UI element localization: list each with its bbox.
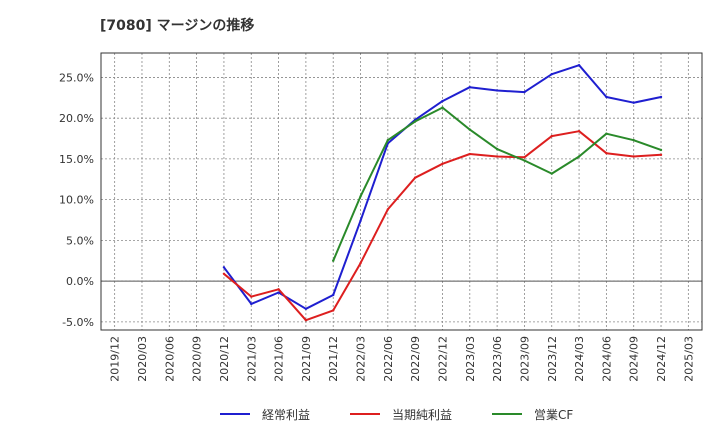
x-tick-label: 2020/06 xyxy=(163,336,176,382)
chart-title: [7080] マージンの推移 xyxy=(100,18,255,34)
x-tick-label: 2024/03 xyxy=(573,336,586,382)
data-point xyxy=(386,138,390,142)
x-tick-label: 2024/12 xyxy=(655,336,668,382)
x-tick-label: 2025/03 xyxy=(682,336,695,382)
data-point xyxy=(605,152,608,155)
data-point xyxy=(605,95,608,99)
x-tick-label: 2022/03 xyxy=(355,336,368,382)
data-point xyxy=(659,95,663,99)
y-tick-label: 5.0% xyxy=(66,234,94,247)
x-tick-label: 2021/03 xyxy=(245,336,258,382)
y-tick-label: 0.0% xyxy=(66,275,94,288)
x-tick-label: 2020/03 xyxy=(136,336,149,382)
x-tick-label: 2023/09 xyxy=(518,336,531,382)
data-point xyxy=(659,148,663,152)
legend-label: 営業CF xyxy=(534,408,573,422)
x-tick-label: 2021/12 xyxy=(327,336,340,382)
data-point xyxy=(605,132,608,135)
data-point xyxy=(304,319,308,322)
x-tick-label: 2023/06 xyxy=(491,336,504,382)
data-point xyxy=(632,138,635,142)
data-point xyxy=(277,288,280,291)
legend-label: 当期純利益 xyxy=(392,408,452,422)
data-point xyxy=(222,266,226,269)
data-point xyxy=(577,64,581,67)
x-axis-ticks: 2019/12 2020/03 2020/06 2020/09 2020/12 2021/… xyxy=(109,336,696,382)
x-tick-label: 2021/09 xyxy=(300,336,313,382)
x-tick-label: 2024/06 xyxy=(600,336,613,382)
data-point xyxy=(468,152,471,156)
x-tick-label: 2022/06 xyxy=(382,336,395,382)
data-point xyxy=(495,155,499,158)
plot-frame xyxy=(100,52,703,331)
series-1 xyxy=(222,64,663,311)
data-point xyxy=(577,130,581,133)
x-tick-label: 2023/12 xyxy=(546,336,559,382)
data-point xyxy=(304,307,308,311)
data-point xyxy=(495,147,499,151)
data-point xyxy=(386,208,390,211)
y-axis-ticks: -5.0% 0.0% 5.0% 10.0% 15.0% 20.0% 25.0% xyxy=(59,71,94,328)
x-tick-label: 2020/12 xyxy=(218,336,231,382)
series-3 xyxy=(332,106,663,262)
data-point xyxy=(659,153,663,157)
data-point xyxy=(413,176,417,179)
x-tick-label: 2022/12 xyxy=(436,336,449,382)
data-point xyxy=(413,120,417,123)
y-tick-label: 25.0% xyxy=(59,71,94,84)
y-tick-label: 20.0% xyxy=(59,112,94,125)
y-tick-label: 10.0% xyxy=(59,194,94,207)
x-tick-label: 2022/09 xyxy=(409,336,422,382)
data-point xyxy=(332,259,335,262)
series-lines xyxy=(222,64,663,322)
legend-label: 経常利益 xyxy=(262,408,310,422)
data-point xyxy=(332,293,335,297)
data-point xyxy=(222,272,226,275)
x-tick-label: 2020/09 xyxy=(191,336,204,382)
y-tick-label: -5.0% xyxy=(62,316,94,329)
data-point xyxy=(550,134,553,138)
data-point xyxy=(632,155,635,158)
x-tick-label: 2024/09 xyxy=(628,336,641,382)
series-2 xyxy=(222,130,663,322)
data-point xyxy=(632,101,635,104)
data-point xyxy=(523,156,526,159)
data-point xyxy=(359,261,362,265)
y-tick-label: 15.0% xyxy=(59,153,94,166)
x-tick-label: 2021/06 xyxy=(273,336,286,382)
data-point xyxy=(441,99,444,103)
grid-lines xyxy=(101,53,702,330)
data-point xyxy=(550,72,553,76)
data-point xyxy=(495,89,499,92)
data-point xyxy=(277,291,280,294)
data-point xyxy=(332,309,335,312)
x-tick-label: 2023/03 xyxy=(464,336,477,382)
data-point xyxy=(441,106,444,109)
data-point xyxy=(441,162,444,165)
x-tick-label: 2019/12 xyxy=(109,336,122,382)
data-point xyxy=(250,302,253,306)
data-point xyxy=(577,155,581,158)
data-point xyxy=(359,195,362,198)
data-point xyxy=(359,219,362,223)
data-point xyxy=(523,159,526,162)
data-point xyxy=(523,90,526,94)
legend: 経常利益 当期純利益 営業CF xyxy=(220,408,573,422)
data-point xyxy=(468,128,471,131)
data-point xyxy=(550,172,553,175)
data-point xyxy=(468,86,471,89)
data-point xyxy=(250,295,253,298)
